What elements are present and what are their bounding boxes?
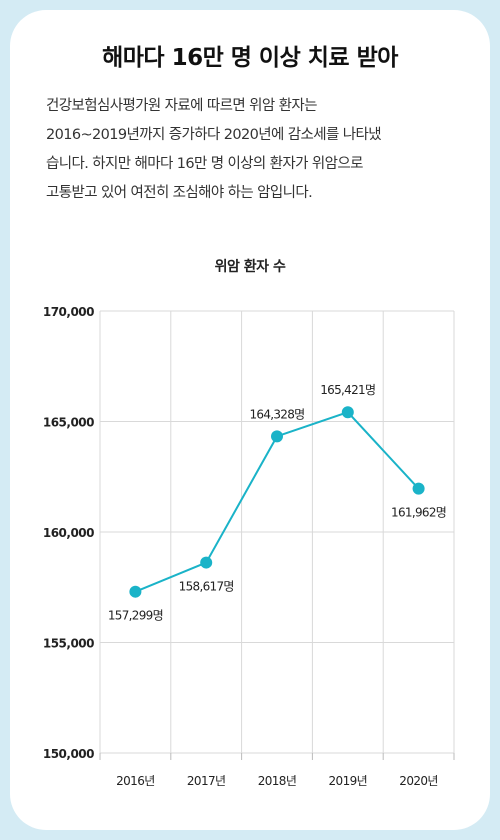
data-point — [129, 585, 142, 598]
data-point — [200, 556, 213, 569]
body-line: 2016~2019년까지 증가하다 2020년에 감소세를 나타냈 — [46, 127, 382, 143]
y-tick-label: 165,000 — [43, 416, 94, 430]
y-tick-label: 150,000 — [43, 747, 94, 761]
y-tick-label: 155,000 — [43, 637, 94, 651]
chart-title: 위암 환자 수 — [214, 259, 286, 275]
x-tick-label: 2020년 — [399, 774, 438, 788]
x-tick-label: 2018년 — [258, 774, 297, 788]
data-label: 157,299명 — [108, 609, 163, 623]
y-tick-label: 160,000 — [43, 526, 94, 540]
body-text: 건강보험심사평가원 자료에 따르면 위암 환자는 2016~2019년까지 증가… — [46, 92, 466, 208]
data-point — [341, 406, 354, 419]
data-label: 165,421명 — [320, 383, 375, 397]
body-line: 습니다. 하지만 해마다 16만 명 이상의 환자가 위암으로 — [46, 156, 363, 172]
data-label: 161,962명 — [391, 506, 446, 520]
data-point — [412, 482, 425, 495]
x-tick-label: 2019년 — [329, 774, 368, 788]
data-label: 164,328명 — [249, 407, 304, 421]
x-tick-label: 2016년 — [116, 774, 155, 788]
body-line: 건강보험심사평가원 자료에 따르면 위암 환자는 — [46, 98, 317, 114]
x-tick-label: 2017년 — [187, 774, 226, 788]
info-card: 해마다 16만 명 이상 치료 받아 건강보험심사평가원 자료에 따르면 위암 … — [10, 10, 490, 830]
body-line: 고통받고 있어 여전히 조심해야 하는 암입니다. — [46, 185, 313, 201]
data-point — [271, 430, 283, 443]
data-label: 158,617명 — [179, 580, 234, 594]
headline: 해마다 16만 명 이상 치료 받아 — [102, 45, 398, 71]
y-tick-label: 170,000 — [43, 305, 94, 319]
